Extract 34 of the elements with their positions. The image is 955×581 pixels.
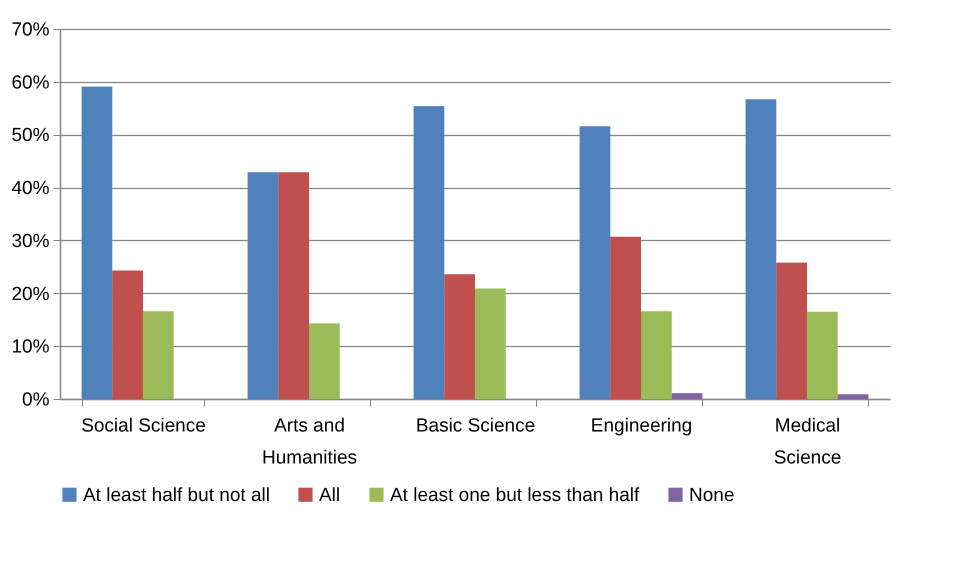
- legend-label: All: [319, 484, 340, 506]
- y-tick-label: 60%: [11, 72, 50, 94]
- x-tick-label: Basic Science: [416, 416, 536, 436]
- y-tick-label: 20%: [11, 284, 50, 305]
- bar: [82, 86, 112, 399]
- bar: [444, 274, 475, 399]
- bar: [580, 126, 610, 399]
- y-tick-label: 0%: [22, 390, 50, 410]
- y-tick-label: 30%: [11, 230, 50, 252]
- bar: [610, 236, 641, 399]
- bar: [278, 172, 309, 399]
- y-tick-label: 10%: [11, 336, 50, 358]
- bar: [143, 311, 174, 399]
- bar: [641, 311, 672, 399]
- bar: [309, 323, 340, 399]
- x-tick-label: Engineering: [590, 416, 692, 436]
- x-tick-label: Social Science: [81, 416, 206, 436]
- bar: [414, 106, 444, 399]
- y-tick-label: 70%: [11, 20, 50, 40]
- x-tick-label: Arts and Humanities: [262, 416, 358, 468]
- bar: [248, 172, 278, 399]
- legend-label: At least one but less than half: [390, 484, 640, 506]
- bar: [776, 262, 807, 399]
- bar: [475, 288, 506, 399]
- bar: [112, 270, 143, 399]
- bar: [838, 394, 868, 399]
- y-tick-label: 40%: [11, 178, 50, 200]
- y-tick-label: 50%: [11, 125, 50, 146]
- legend-label: None: [689, 484, 734, 506]
- bar: [807, 312, 838, 399]
- x-tick-label: Medical Science: [774, 416, 842, 468]
- legend-label: At least half but not all: [83, 484, 270, 506]
- bar: [746, 99, 776, 399]
- bar: [672, 393, 702, 399]
